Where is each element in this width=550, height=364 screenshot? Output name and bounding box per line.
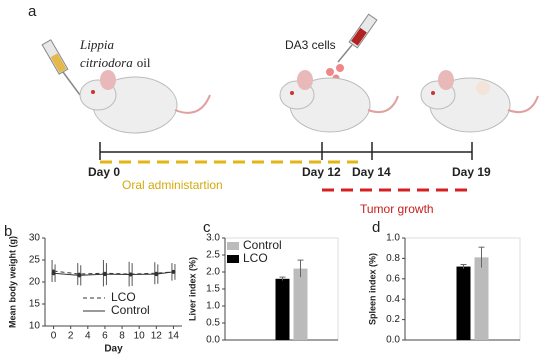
syringe (41, 39, 81, 96)
y-tick-label: 0.2 (386, 314, 400, 325)
y-tick-label: 15 (29, 299, 41, 310)
legend-label: LCO (243, 251, 268, 265)
x-tick-label: 12 (151, 331, 163, 342)
y-tick-label: 0.0 (386, 335, 400, 346)
bar (474, 257, 489, 340)
cells-label: DA3 cells (285, 38, 336, 52)
y-tick-label: 30 (29, 233, 41, 244)
legend-label: LCO (111, 290, 136, 304)
panel-label: d (372, 219, 380, 236)
mouse (420, 70, 539, 133)
x-tick-label: 10 (134, 331, 146, 342)
y-axis-label: Mean body weight (g) (7, 236, 17, 328)
line (53, 271, 174, 276)
x-tick-label: 6 (102, 331, 108, 342)
species-2: citriodora oil (80, 55, 151, 70)
x-tick-label: 4 (85, 331, 91, 342)
tumor-label: Tumor growth (360, 202, 434, 216)
y-tick-label: 20 (29, 277, 41, 288)
day-label: Day 14 (352, 165, 391, 179)
y-tick-label: 0.6 (386, 273, 400, 284)
panel-label: a (28, 3, 37, 20)
panel-label: c (203, 219, 211, 236)
y-tick-label: 3.0 (206, 233, 220, 244)
mouse (79, 70, 211, 134)
legend-swatch (227, 242, 239, 250)
y-tick-label: 1.0 (206, 301, 220, 312)
panel-label: b (4, 223, 12, 240)
day-label: Day 0 (88, 165, 120, 179)
y-axis-label: Liver index (%) (187, 257, 197, 321)
y-tick-label: 10 (29, 321, 41, 332)
legend-label: Control (243, 238, 282, 252)
syringe (337, 13, 378, 63)
y-tick-label: 0.4 (386, 294, 400, 305)
y-axis-label: Spleen index (%) (367, 253, 377, 325)
y-tick-label: 1.0 (386, 233, 400, 244)
y-tick-label: 0.0 (206, 335, 220, 346)
y-tick-label: 1.5 (206, 284, 220, 295)
bar (275, 278, 290, 340)
day-label: Day 19 (452, 165, 491, 179)
y-tick-label: 25 (29, 255, 41, 266)
treatment-label: Oral administartion (122, 178, 223, 192)
mouse (279, 70, 399, 133)
x-tick-label: 0 (51, 331, 57, 342)
x-tick-label: 14 (168, 331, 180, 342)
timeline (99, 142, 473, 160)
x-axis-label: Day (104, 344, 123, 355)
line (53, 270, 174, 275)
oil-label: oil (137, 55, 151, 70)
day-label: Day 12 (302, 165, 341, 179)
y-tick-label: 2.5 (206, 250, 220, 261)
x-tick-label: 2 (68, 331, 74, 342)
species-1: Lippia (79, 37, 114, 52)
y-tick-label: 0.5 (206, 318, 220, 329)
legend-swatch (227, 255, 239, 263)
x-tick-label: 8 (119, 331, 125, 342)
y-tick-label: 0.8 (386, 253, 400, 264)
bar (293, 268, 308, 340)
y-tick-label: 2.0 (206, 267, 220, 278)
legend-label: Control (111, 303, 150, 317)
bar (456, 266, 471, 340)
